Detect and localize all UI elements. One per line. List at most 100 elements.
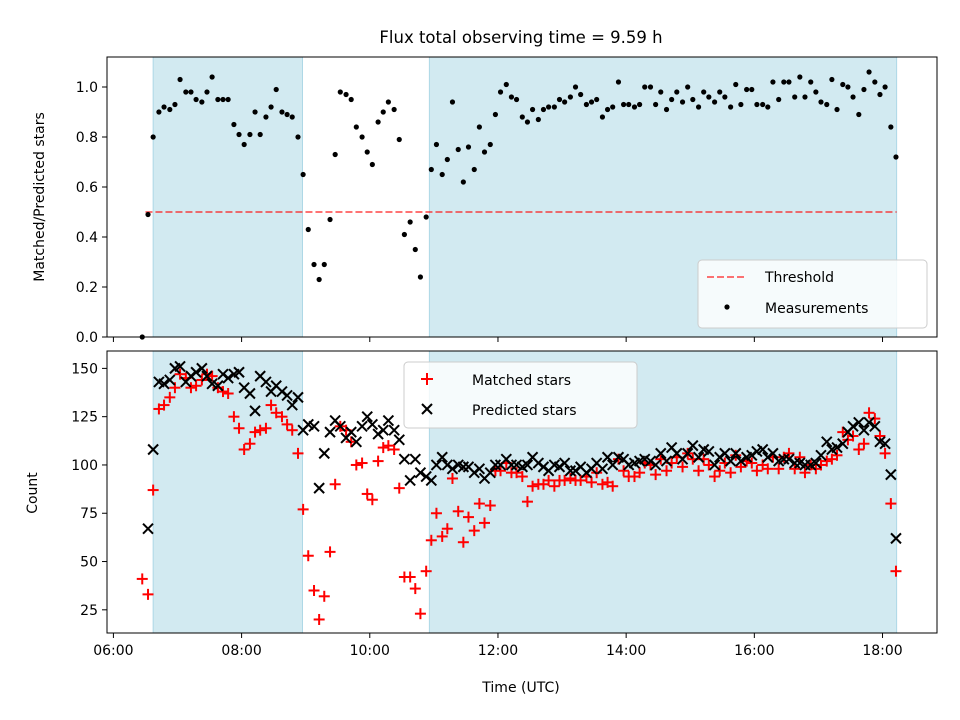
x-axis-label: Time (UTC) [481,680,559,696]
predicted-star-point [222,372,234,384]
matched-star-point [425,534,437,546]
predicted-star-point [233,366,245,378]
measurement-point [679,99,686,105]
measurement-point [529,106,536,113]
panel0-ytick-label: 0.8 [76,130,98,146]
measurement-point [177,76,183,83]
matched-star-point [265,399,277,411]
legend-measurements-swatch [724,304,730,310]
predicted-star-point-b [660,455,673,467]
measurement-point [653,101,659,108]
matched-star-point [414,608,426,620]
matched-star-point [762,463,774,475]
matched-star-point [890,565,902,577]
predicted-star-point [853,416,865,429]
matched-star-point [879,447,891,459]
predicted-star-point-b [890,532,902,545]
xtick-label: 12:00 [478,643,518,659]
measurement-point [744,86,750,93]
measurement-point [412,246,418,253]
panel1-ytick-label: 25 [80,603,98,619]
measurement-point [225,96,231,103]
predicted-star-point-b [233,366,245,378]
measurement-point [792,94,798,100]
measurement-point [829,76,835,83]
predicted-star-point-b [366,418,379,431]
measurement-point [524,119,531,125]
predicted-star-point-b [393,434,405,446]
measurement-point [385,99,391,105]
matched-star-point [185,382,197,394]
predicted-star-point-b [324,426,336,438]
panel1-ytick-label: 150 [71,361,98,377]
predicted-star-point [334,420,347,433]
measurement-point [738,101,744,108]
matched-star-point [575,474,587,486]
measurement-point [572,84,579,90]
measurement-point [220,96,226,103]
measurement-point [882,84,888,90]
legend-predicted-swatch [421,403,433,415]
matched-star-point [361,488,373,500]
measurement-point [850,94,856,100]
predicted-star-point [847,420,859,433]
predicted-star-point-b [409,453,421,465]
measurement-point [861,86,867,93]
measurement-point [279,109,285,115]
measurement-point [252,109,258,115]
predicted-star-point [249,405,261,417]
matched-star-point [441,523,453,535]
predicted-star-point-b [308,420,320,433]
predicted-star-point-b [617,453,630,465]
predicted-star-point [660,455,673,467]
matched-star-point [714,465,726,477]
measurement-point [711,99,718,105]
predicted-star-point [292,391,304,404]
predicted-star-point-b [345,426,357,438]
predicted-star-point-b [142,522,154,535]
matched-star-point [783,447,795,459]
measurement-point [786,79,792,85]
predicted-star-point [596,463,609,475]
predicted-star-point-b [596,463,609,475]
predicted-star-point-b [794,457,806,469]
measurement-point [332,151,338,158]
measurement-point [508,94,515,100]
panel1-ytick-label: 125 [71,410,98,426]
predicted-star-point [393,434,405,446]
predicted-star-point [869,420,881,433]
matched-star-point [436,530,448,542]
legend-top: Threshold Measurements [697,259,928,329]
measurement-point [167,106,173,113]
matched-star-point [446,472,458,484]
predicted-star-point-b [201,370,213,382]
measurement-point [316,276,322,283]
predicted-star-point-b [687,439,699,452]
predicted-star-point-b [655,447,667,460]
measurement-point [637,101,643,108]
measurement-point [754,101,760,108]
measurement-point [380,109,386,115]
measurement-point [343,91,349,98]
measurement-point [401,231,407,238]
measurement-point [728,104,734,110]
predicted-star-point-b [356,420,368,433]
predicted-star-point [281,389,293,402]
predicted-star-point-b [853,416,865,429]
measurement-point [834,106,840,113]
matched-star-point [457,536,469,548]
predicted-star-point-b [244,387,256,400]
measurement-point [626,101,632,108]
measurement-point [215,96,221,103]
predicted-star-point-b [869,420,881,433]
panel1-ytick-label: 50 [80,555,98,571]
predicted-star-point-b [778,453,790,465]
measurement-point [311,261,317,268]
matched-star-point [201,368,213,380]
predicted-star-point-b [810,457,822,469]
predicted-star-point-b [789,457,801,469]
predicted-star-point-b [558,457,571,469]
predicted-star-point [858,424,870,436]
matched-star-point [479,517,491,529]
